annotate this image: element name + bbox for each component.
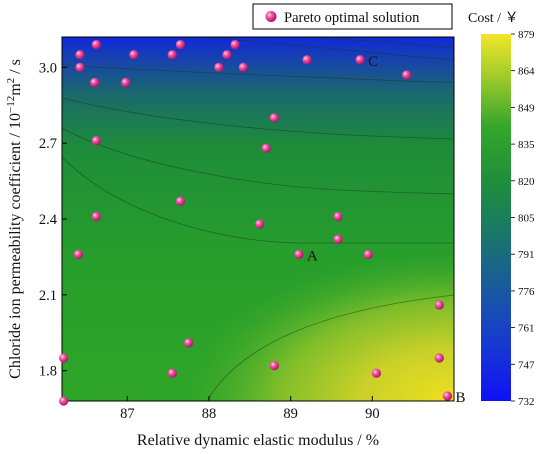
annotation-label: A xyxy=(307,248,318,264)
y-tick-label: 2.1 xyxy=(39,288,57,304)
y-tick-label: 3.0 xyxy=(39,60,57,76)
pareto-point xyxy=(442,391,453,401)
pareto-point xyxy=(167,368,177,378)
colorbar-ticks: 879 864 849 835 820 805 791 776 761 747 732 xyxy=(511,29,535,408)
colorbar-tick-label: 820 xyxy=(518,176,535,188)
y-tick-label: 2.4 xyxy=(39,212,58,228)
pareto-point xyxy=(214,62,224,72)
contour-line xyxy=(62,127,454,195)
pareto-point xyxy=(363,249,373,259)
pareto-point xyxy=(434,300,444,310)
y-axis-label: Chloride ion permeability coefficient / … xyxy=(5,59,24,379)
pareto-point xyxy=(302,55,312,65)
heatmap-low-cost-region xyxy=(180,250,454,401)
contour-line xyxy=(62,64,454,83)
pareto-point xyxy=(59,353,69,363)
annotation-label: C xyxy=(368,54,378,70)
pareto-point xyxy=(261,143,271,153)
plot-area xyxy=(62,37,454,401)
y-axis-label-tail: / s xyxy=(7,59,24,78)
legend-box xyxy=(252,3,453,30)
pareto-point xyxy=(230,39,240,50)
pareto-point xyxy=(90,77,100,88)
colorbar-tick-label: 805 xyxy=(518,213,535,225)
y-tick-label: 2.7 xyxy=(39,136,57,152)
pareto-point xyxy=(269,361,279,371)
annotation-label: B xyxy=(455,390,465,406)
y-tick-label: 1.8 xyxy=(39,364,57,380)
pareto-point xyxy=(75,62,85,72)
pareto-point xyxy=(183,338,194,348)
pareto-point xyxy=(91,136,101,146)
pareto-points xyxy=(59,39,453,406)
pareto-point xyxy=(175,196,186,206)
pareto-point xyxy=(59,396,69,406)
colorbar-tick-label: 761 xyxy=(518,323,535,335)
contour-lines xyxy=(62,37,454,401)
colorbar-tick-label: 879 xyxy=(518,29,535,41)
legend-marker xyxy=(265,11,277,22)
pareto-point xyxy=(333,234,343,244)
x-axis-label: Relative dynamic elastic modulus / % xyxy=(137,432,379,449)
colorbar-tick-label: 835 xyxy=(518,139,535,151)
axis-ticks: 87 88 89 90 1.8 2.1 2.4 2.7 3.0 xyxy=(39,60,380,422)
contour-line xyxy=(199,37,454,61)
legend: Pareto optimal solution xyxy=(252,3,453,30)
pareto-point xyxy=(91,39,101,50)
colorbar-tick-label: 849 xyxy=(518,102,535,114)
colorbar-gradient xyxy=(481,34,511,401)
pareto-point xyxy=(73,249,83,259)
legend-label: Pareto optimal solution xyxy=(284,10,420,26)
pareto-point xyxy=(255,219,265,229)
pareto-point xyxy=(175,39,186,50)
y-axis-label-exp2: 2 xyxy=(5,78,17,84)
pareto-point xyxy=(434,353,444,363)
colorbar: Cost / ￥ 879 864 849 835 820 805 791 776 761 747 7… xyxy=(468,11,535,408)
x-tick-label: 89 xyxy=(283,406,298,422)
pareto-point xyxy=(355,55,365,65)
x-tick-label: 90 xyxy=(365,406,380,422)
contour-line xyxy=(206,294,454,401)
y-axis-label-exp1: −12 xyxy=(5,96,17,113)
pareto-point xyxy=(75,50,85,60)
colorbar-tick-label: 864 xyxy=(518,66,535,78)
pareto-point xyxy=(402,70,412,80)
x-tick-label: 88 xyxy=(202,406,217,422)
contour-line xyxy=(299,37,454,49)
colorbar-tick-label: 747 xyxy=(518,359,535,371)
colorbar-tick-label: 732 xyxy=(518,396,535,408)
pareto-point xyxy=(238,62,248,72)
pareto-point xyxy=(222,50,232,60)
x-tick-label: 87 xyxy=(120,406,135,422)
y-axis-label-main: Chloride ion permeability coefficient / … xyxy=(7,113,24,379)
contour-line xyxy=(62,156,454,244)
pareto-point xyxy=(129,50,139,60)
pareto-point xyxy=(167,50,177,60)
y-axis-label-mid: m xyxy=(7,83,24,96)
colorbar-tick-label: 776 xyxy=(518,286,535,298)
pareto-point xyxy=(294,249,304,259)
pareto-point xyxy=(121,77,131,88)
contour-line xyxy=(62,97,454,140)
annotations: A B C xyxy=(307,54,466,406)
colorbar-tick-label: 791 xyxy=(518,249,535,261)
pareto-point xyxy=(333,211,343,222)
colorbar-title: Cost / ￥ xyxy=(468,11,519,26)
pareto-point xyxy=(269,113,279,123)
pareto-point xyxy=(91,211,101,222)
pareto-point xyxy=(371,368,382,378)
